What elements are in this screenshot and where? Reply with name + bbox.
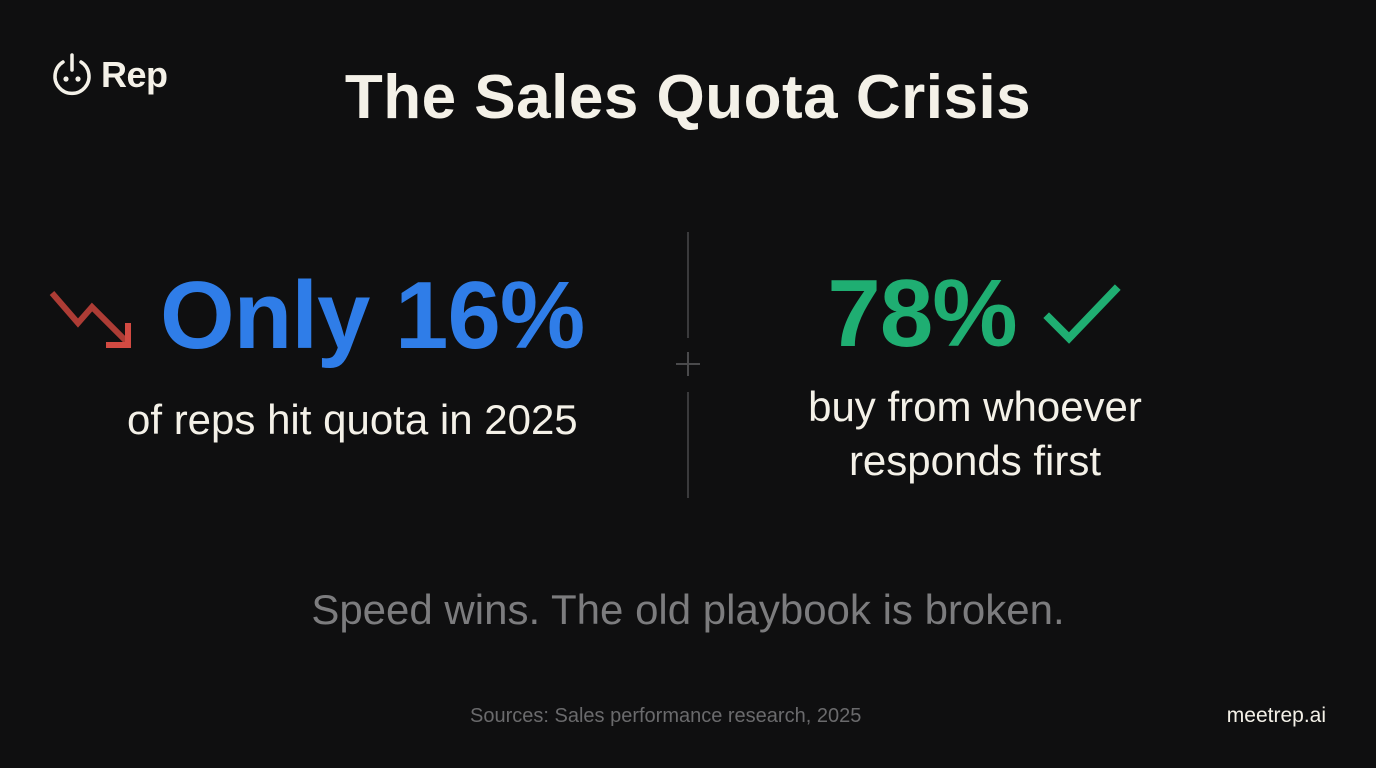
power-smile-icon [53, 53, 91, 96]
stat-buy-first: 78% buy from whoever responds first [780, 266, 1170, 488]
website-link[interactable]: meetrep.ai [1226, 704, 1326, 727]
stat-caption-reps: of reps hit quota in 2025 [127, 396, 578, 443]
brand-logo: Rep [49, 52, 168, 98]
brand-name: Rep [101, 54, 168, 95]
stat-caption-line2: responds first [848, 437, 1102, 484]
sources-note: Sources: Sales performance research, 202… [470, 705, 862, 727]
stat-caption-line1: buy from whoever [808, 383, 1142, 430]
check-icon [1042, 284, 1121, 344]
page-title: The Sales Quota Crisis [344, 63, 1032, 132]
stat-headline-78: 78% [827, 260, 1017, 367]
stat-caption-buy: buy from whoever responds first [780, 380, 1170, 488]
stat-reps-quota: Only 16% [48, 268, 648, 364]
trending-down-icon [49, 291, 131, 348]
divider-line-top [687, 232, 689, 338]
divider-line-bottom [687, 392, 689, 498]
stat-headline-16: Only 16% [160, 262, 585, 369]
tagline: Speed wins. The old playbook is broken. [311, 586, 1065, 633]
divider-plus-icon [676, 352, 700, 376]
